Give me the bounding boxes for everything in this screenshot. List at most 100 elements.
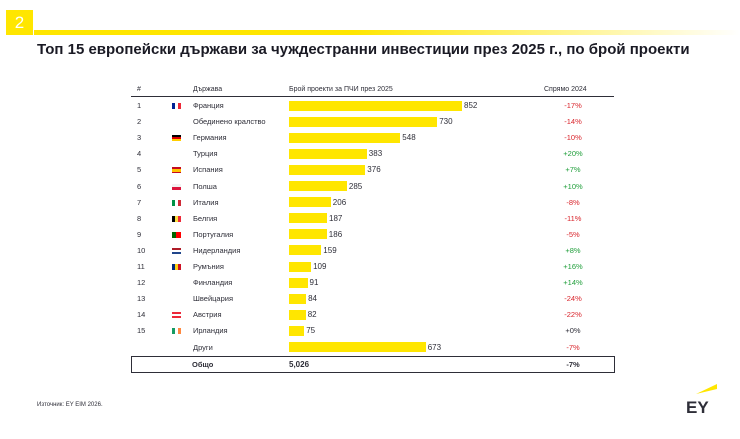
change-value: -7% [566, 342, 580, 352]
france-flag-icon [172, 103, 181, 109]
data-bar [289, 148, 367, 159]
data-label: 75 [306, 326, 316, 336]
data-label: 548 [402, 133, 416, 143]
data-bar [289, 132, 401, 143]
turkey-flag-icon [172, 151, 181, 157]
row-rank: 4 [137, 149, 142, 159]
change-value: -24% [564, 294, 582, 304]
uk-flag-icon [172, 119, 181, 125]
header-country: Държава [193, 86, 223, 93]
change-value: +20% [563, 149, 583, 159]
portugal-flag-icon [172, 231, 181, 238]
row-rank: 3 [137, 133, 142, 143]
row-rank: 10 [137, 245, 146, 255]
finland-flag-icon [172, 280, 181, 286]
row-country: Турция [193, 149, 218, 159]
row-rank: 5 [137, 165, 142, 175]
change-value: -5% [566, 229, 580, 239]
row-rank: 8 [137, 213, 142, 223]
change-value: -11% [564, 213, 582, 223]
row-country: Ирландия [193, 326, 228, 336]
data-bar [289, 325, 305, 336]
netherlands-flag-icon [172, 247, 181, 254]
data-label: 383 [368, 149, 383, 159]
data-label: 285 [348, 181, 363, 191]
data-bar [289, 116, 438, 127]
data-label: 206 [332, 197, 347, 207]
header-divider [131, 96, 614, 97]
data-bar [289, 245, 322, 256]
row-country: Полша [193, 181, 217, 191]
data-label: 159 [323, 245, 337, 255]
belgium-flag-icon [172, 215, 181, 222]
switzerland-flag-icon [172, 296, 181, 302]
change-value: -14% [564, 117, 582, 127]
data-bar [289, 309, 306, 320]
change-value: +7% [565, 165, 581, 175]
data-bar [289, 213, 327, 224]
row-country: Обединено кралство [193, 117, 266, 127]
row-country: Испания [193, 165, 223, 175]
row-rank: 13 [137, 294, 146, 304]
change-value: +16% [563, 262, 583, 271]
change-value: +10% [563, 181, 583, 191]
row-rank: 14 [137, 310, 146, 320]
data-label: 82 [307, 310, 317, 320]
data-bar [289, 181, 347, 191]
row-rank: 7 [137, 197, 142, 207]
header-rank: # [137, 86, 141, 93]
change-value: -10% [564, 133, 582, 143]
row-country: Други [193, 342, 213, 352]
data-label: 852 [464, 101, 478, 110]
total-row [131, 356, 615, 373]
austria-flag-icon [172, 312, 181, 319]
data-bar [289, 164, 366, 175]
svg-text:EY: EY [686, 398, 709, 416]
italy-flag-icon [172, 199, 181, 206]
total-change: -7% [566, 360, 580, 369]
top-bar: 2 [0, 0, 740, 40]
row-rank: 1 [137, 101, 142, 110]
row-country: Румъния [193, 262, 224, 271]
data-bar [289, 277, 308, 288]
data-bar [289, 100, 462, 111]
row-country: Белгия [193, 213, 218, 223]
data-label: 186 [328, 229, 343, 239]
chart-title: Топ 15 европейски държави за чуждестранн… [37, 41, 690, 58]
data-label: 730 [439, 117, 453, 127]
header-change: Спрямо 2024 [544, 86, 587, 93]
change-value: +8% [565, 245, 581, 255]
data-bar [289, 229, 327, 240]
data-bar [289, 197, 331, 208]
change-value: -8% [566, 197, 580, 207]
row-country: Швейцария [193, 294, 234, 304]
row-rank: 12 [137, 278, 146, 288]
data-bar [289, 342, 426, 352]
data-label: 109 [313, 262, 327, 271]
poland-flag-icon [172, 183, 181, 190]
row-rank: 15 [137, 326, 146, 336]
data-label: 376 [367, 165, 381, 175]
row-country: Германия [193, 133, 227, 143]
row-rank: 9 [137, 229, 142, 239]
germany-flag-icon [172, 135, 181, 142]
data-label: 84 [308, 294, 317, 304]
row-country: Италия [193, 197, 219, 207]
ireland-flag-icon [172, 328, 181, 335]
accent-line [34, 30, 740, 35]
data-label: 187 [329, 213, 343, 223]
romania-flag-icon [172, 264, 181, 270]
total-value: 5,026 [289, 360, 310, 369]
row-rank: 11 [137, 262, 145, 271]
row-country: Финландия [193, 278, 233, 288]
row-country: Франция [193, 101, 224, 110]
total-label: Общо [192, 360, 214, 369]
source-note: Източник: EY EIM 2026. [37, 402, 103, 408]
change-value: +14% [563, 278, 583, 288]
page-number: 2 [6, 10, 33, 35]
spain-flag-icon [172, 167, 181, 174]
header-projects: Брой проекти за ПЧИ през 2025 [289, 86, 393, 93]
data-label: 91 [309, 278, 319, 288]
row-country: Португалия [193, 229, 234, 239]
